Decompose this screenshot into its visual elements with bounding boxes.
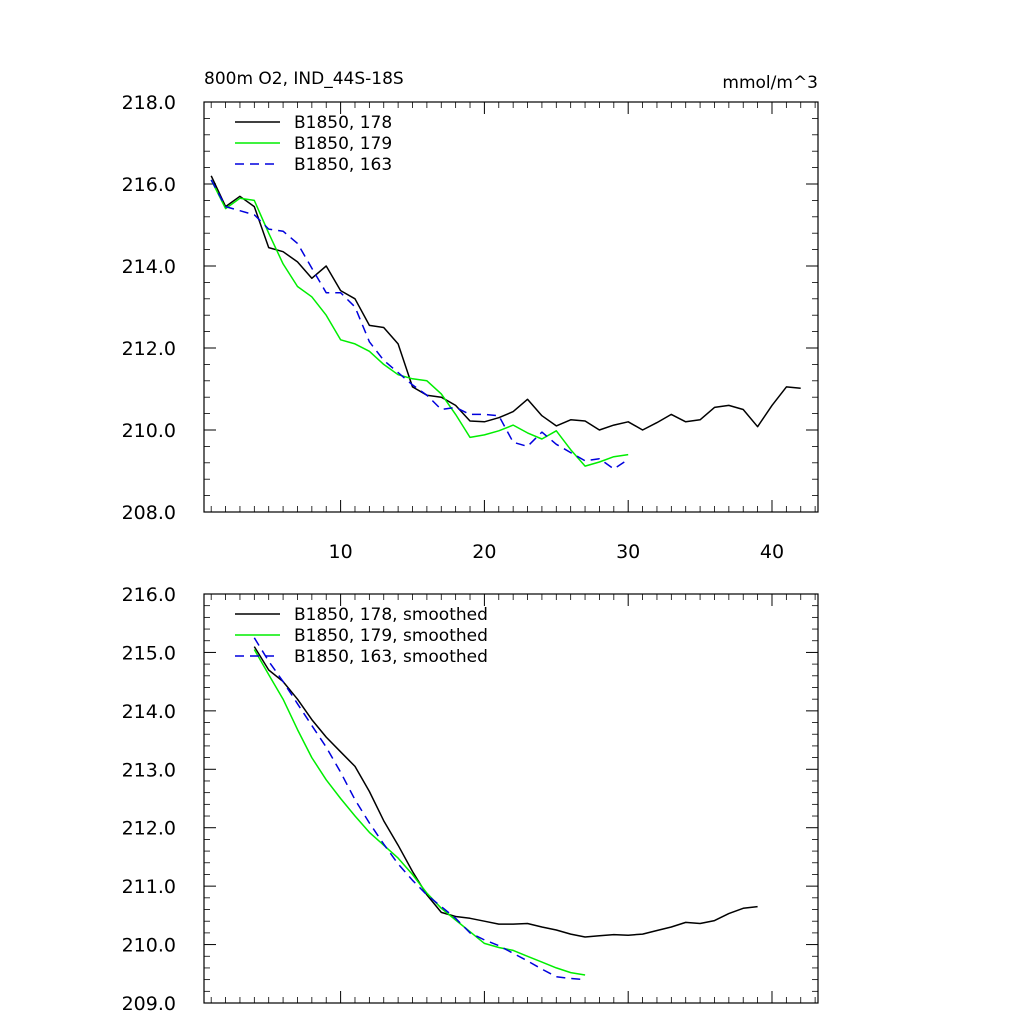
series-line-s163 (253, 637, 586, 981)
y-tick-label: 210.0 (122, 935, 176, 957)
top-panel: 208.0 210.0 212.0 214.0 216.0 218.0 10 20 30 40 B1… (122, 92, 819, 563)
y-tick-label: 213.0 (122, 759, 176, 781)
chart-title: 800m O2, IND_44S-18S (204, 69, 404, 89)
x-tick-label: 30 (616, 541, 640, 563)
legend-label: B1850, 178, smoothed (294, 605, 488, 625)
legend-label: B1850, 163, smoothed (294, 647, 488, 667)
y-tick-label: 211.0 (122, 876, 176, 898)
legend-label: B1850, 163 (294, 155, 392, 175)
y-tick-label: 214.0 (122, 701, 176, 723)
legend-label: B1850, 179, smoothed (294, 626, 488, 646)
legend-label: B1850, 179 (294, 134, 392, 154)
units-label: mmol/m^3 (722, 73, 818, 93)
x-tick-label: 10 (329, 541, 353, 563)
x-tick-label: 20 (472, 541, 496, 563)
y-tick-label: 214.0 (122, 256, 176, 278)
series-line-s178 (210, 175, 801, 431)
series-line-s178 (253, 646, 758, 938)
series-line-s179 (210, 179, 629, 467)
x-tick-label: 40 (760, 541, 784, 563)
y-tick-label: 208.0 (122, 502, 176, 524)
plot-frame (203, 593, 819, 1004)
y-tick-label: 218.0 (122, 92, 176, 114)
y-tick-label: 216.0 (122, 174, 176, 196)
y-tick-label: 212.0 (122, 818, 176, 840)
y-tick-label: 215.0 (122, 642, 176, 664)
series-line-s179 (253, 649, 586, 976)
plot-frame (203, 101, 819, 513)
y-tick-label: 210.0 (122, 420, 176, 442)
series-line-s163 (210, 179, 629, 470)
y-tick-label: 212.0 (122, 338, 176, 360)
y-tick-label: 216.0 (122, 584, 176, 606)
legend-label: B1850, 178 (294, 113, 392, 133)
y-tick-label: 209.0 (122, 993, 176, 1015)
bottom-panel: 209.0 210.0 211.0 212.0 213.0 214.0 215.0 216.0… (122, 584, 819, 1015)
